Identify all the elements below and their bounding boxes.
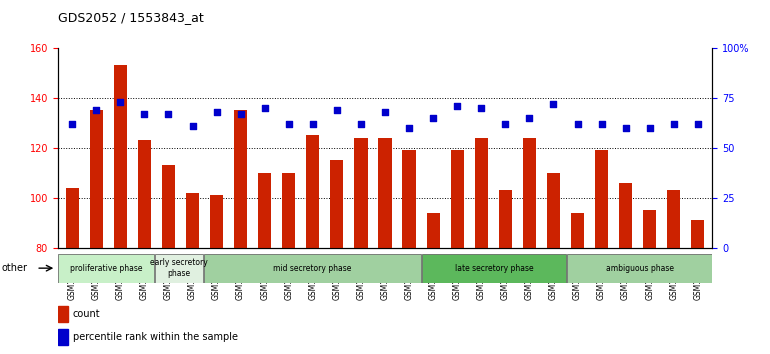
Point: [66, 121, 79, 127]
Bar: [89, 110, 103, 248]
Bar: [138, 140, 151, 248]
FancyBboxPatch shape: [422, 254, 566, 282]
Bar: [65, 188, 79, 248]
Bar: [58, 329, 69, 345]
Bar: [330, 160, 343, 248]
Bar: [450, 150, 464, 248]
Text: late secretory phase: late secretory phase: [455, 264, 534, 273]
Bar: [474, 138, 488, 248]
Bar: [523, 138, 536, 248]
Point: [210, 109, 223, 115]
FancyBboxPatch shape: [59, 254, 154, 282]
Text: mid secretory phase: mid secretory phase: [273, 264, 351, 273]
Bar: [354, 138, 367, 248]
Bar: [258, 173, 271, 248]
Point: [139, 111, 151, 116]
Text: count: count: [72, 309, 100, 319]
Point: [691, 121, 704, 127]
Point: [524, 115, 536, 121]
FancyBboxPatch shape: [156, 254, 203, 282]
Point: [90, 107, 102, 113]
Point: [234, 111, 246, 116]
Text: percentile rank within the sample: percentile rank within the sample: [72, 332, 238, 342]
Text: GDS2052 / 1553843_at: GDS2052 / 1553843_at: [58, 11, 203, 24]
Point: [283, 121, 295, 127]
Bar: [499, 190, 512, 248]
Bar: [186, 193, 199, 248]
Bar: [643, 210, 656, 248]
Bar: [210, 195, 223, 248]
Point: [379, 109, 391, 115]
Bar: [619, 183, 632, 248]
Bar: [691, 220, 705, 248]
Point: [451, 103, 464, 109]
Bar: [427, 213, 440, 248]
Bar: [58, 306, 69, 321]
Point: [571, 121, 584, 127]
FancyBboxPatch shape: [204, 254, 421, 282]
Bar: [595, 150, 608, 248]
Point: [499, 121, 511, 127]
Point: [259, 105, 271, 110]
Point: [306, 121, 319, 127]
Bar: [162, 165, 175, 248]
Point: [668, 121, 680, 127]
Bar: [282, 173, 296, 248]
Point: [595, 121, 608, 127]
Bar: [234, 110, 247, 248]
Bar: [571, 213, 584, 248]
Bar: [306, 135, 320, 248]
Text: ambiguous phase: ambiguous phase: [605, 264, 674, 273]
Bar: [114, 65, 127, 248]
Point: [475, 105, 487, 110]
Text: other: other: [2, 263, 28, 273]
Point: [186, 123, 199, 129]
Point: [162, 111, 175, 116]
Bar: [378, 138, 392, 248]
Point: [427, 115, 439, 121]
Point: [547, 101, 560, 107]
Bar: [547, 173, 560, 248]
Point: [355, 121, 367, 127]
Text: proliferative phase: proliferative phase: [70, 264, 142, 273]
Bar: [667, 190, 681, 248]
Point: [403, 125, 415, 131]
Point: [644, 125, 656, 131]
Text: early secretory
phase: early secretory phase: [150, 258, 208, 278]
Bar: [403, 150, 416, 248]
Point: [114, 99, 126, 105]
Point: [619, 125, 631, 131]
FancyBboxPatch shape: [567, 254, 711, 282]
Point: [330, 107, 343, 113]
